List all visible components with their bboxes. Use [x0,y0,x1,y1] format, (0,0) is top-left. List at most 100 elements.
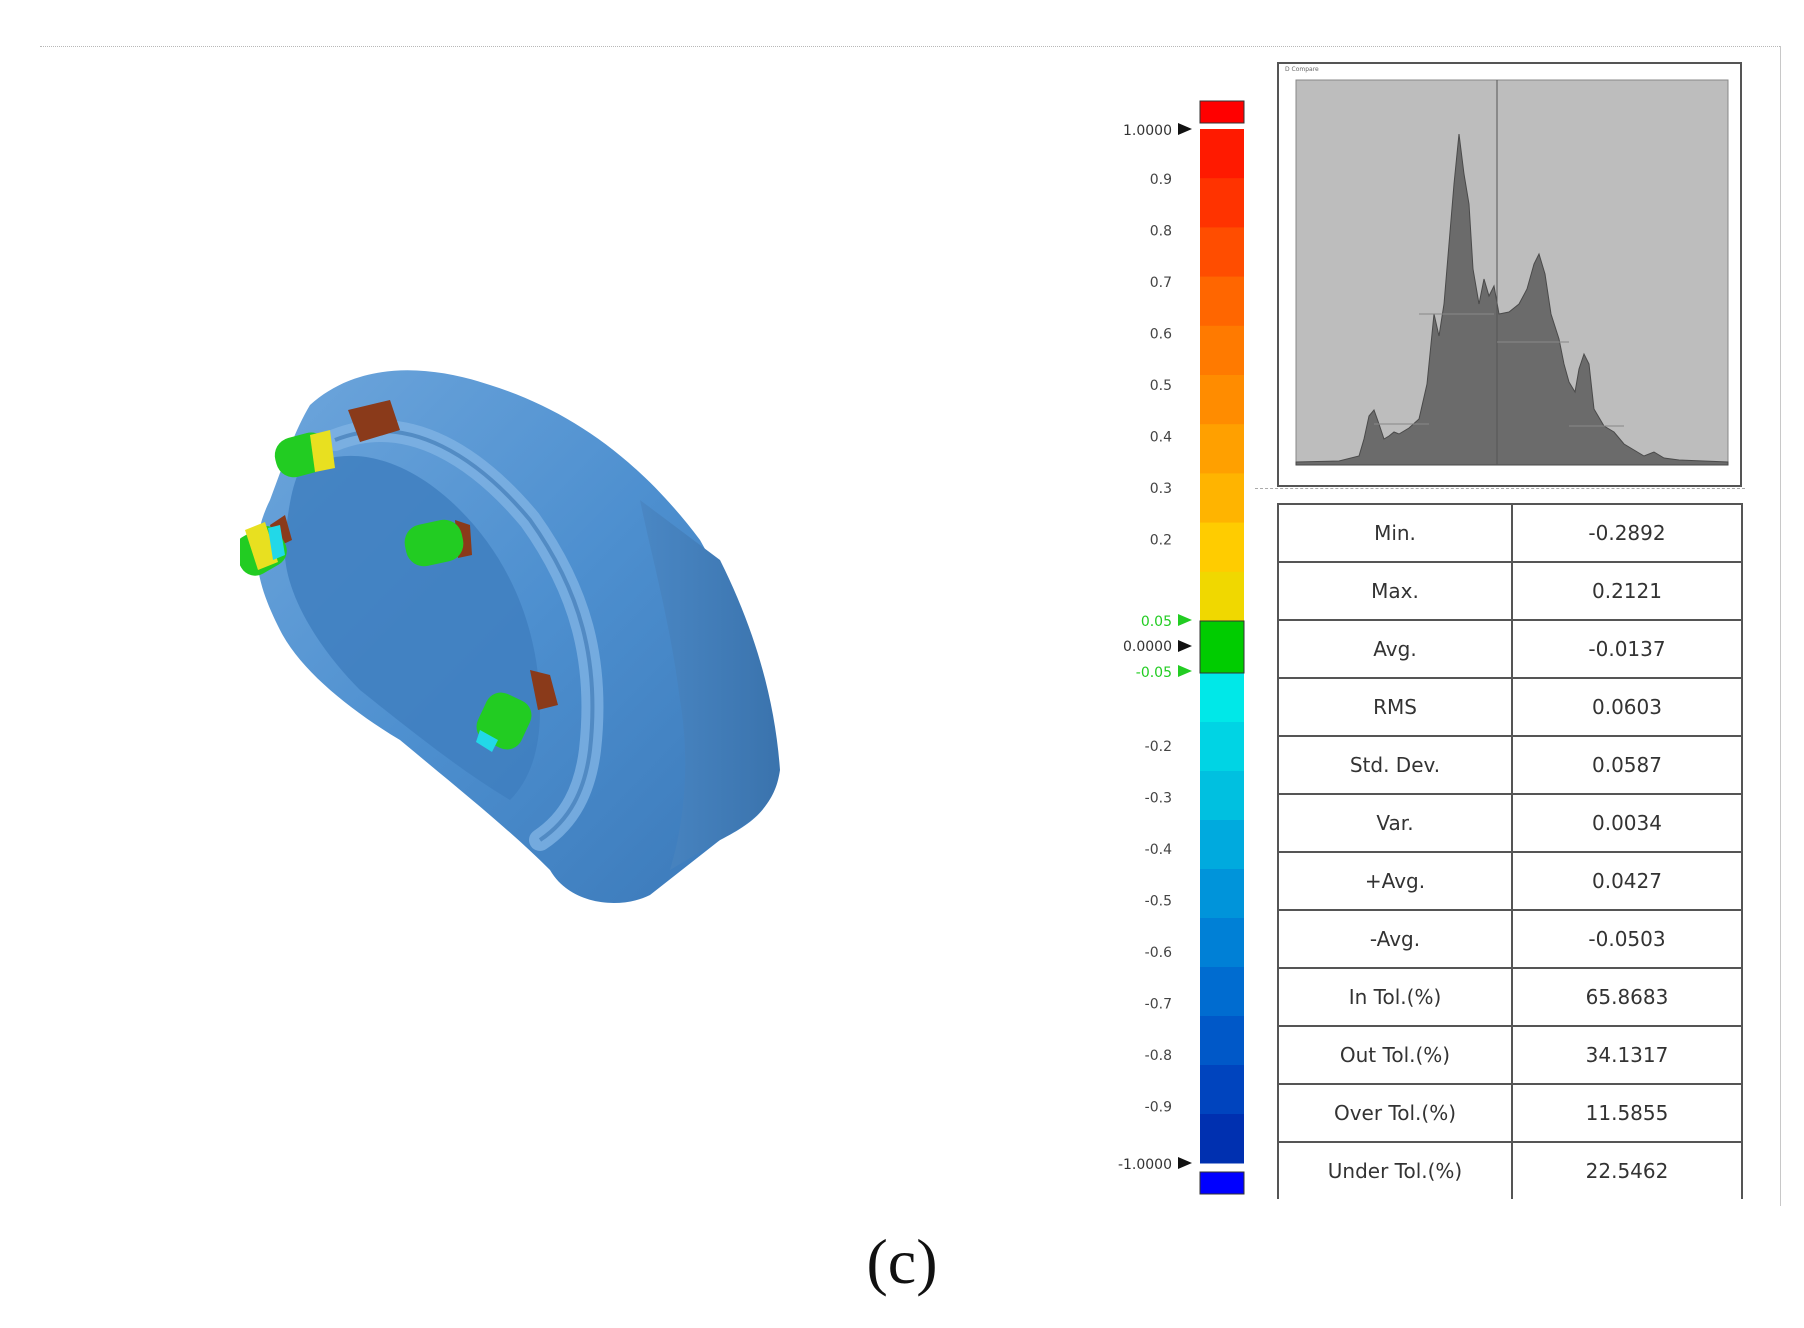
bottom-marker-icon [1178,1157,1192,1169]
scale-tick-label: 0.3 [1150,481,1172,497]
stat-label: Avg. [1277,619,1513,679]
scale-tick-label: -0.5 [1145,894,1172,910]
scale-tick-label: 0.2 [1150,533,1172,549]
scale-band [1200,722,1244,772]
under-tolerance-swatch [1199,1171,1245,1195]
right-divider [1780,46,1781,1206]
scale-band [1200,918,1244,968]
stats-row: Over Tol.(%) 11.5855 [1277,1083,1743,1143]
tol-plus-marker-icon [1178,614,1192,626]
scale-tol-minus-label: -0.05 [1136,665,1172,681]
stat-label: Max. [1277,561,1513,621]
stats-row: Min. -0.2892 [1277,503,1743,563]
scale-band [1200,1016,1244,1066]
scale-tick-label: -0.6 [1145,945,1172,961]
stat-label: Over Tol.(%) [1277,1083,1513,1143]
scale-band [1200,276,1244,327]
scale-band [1200,325,1244,376]
stats-row: In Tol.(%) 65.8683 [1277,967,1743,1027]
tol-minus-marker-icon [1178,665,1192,677]
scale-bottom-label: -1.0000 [1118,1157,1172,1173]
scale-tick-label: -0.9 [1145,1100,1172,1116]
scale-tick-label: 0.5 [1150,378,1172,394]
scale-band [1200,178,1244,228]
stat-value: 0.2121 [1511,561,1743,621]
deviation-histogram: D Compare [1277,62,1742,487]
implant-analog-4[interactable] [471,670,558,755]
stat-label: In Tol.(%) [1277,967,1513,1027]
stat-label: Under Tol.(%) [1277,1141,1513,1199]
stats-row: Out Tol.(%) 34.1317 [1277,1025,1743,1085]
scale-band [1200,227,1244,278]
histogram-title: D Compare [1285,66,1319,73]
stats-row: -Avg. -0.0503 [1277,909,1743,969]
zero-marker-icon [1178,640,1192,652]
cast-palate [284,455,540,800]
scale-tick-label: 0.8 [1150,224,1172,240]
stat-value: 22.5462 [1511,1141,1743,1199]
scale-tick-label: -0.3 [1145,791,1172,807]
top-divider [40,46,1780,47]
scale-band [1200,522,1244,573]
deviation-color-scale: 1.0000 0.05 0.0000 -0.05 -1.0000 0.9 0.8 0… [1100,95,1270,1205]
scale-band [1200,129,1244,179]
stat-label: RMS [1277,677,1513,737]
scale-band [1200,1114,1244,1164]
scale-band [1200,673,1244,723]
stat-label: +Avg. [1277,851,1513,911]
scale-band [1200,771,1244,821]
stat-value: 0.0427 [1511,851,1743,911]
scale-tick-label: 0.9 [1150,172,1172,188]
scale-tick-label: -0.8 [1145,1048,1172,1064]
scale-tick-label: -0.2 [1145,739,1172,755]
scale-band [1200,424,1244,474]
scale-tick-label: 0.6 [1150,327,1172,343]
stat-value: -0.0503 [1511,909,1743,969]
stat-label: -Avg. [1277,909,1513,969]
scale-band [1200,571,1244,622]
histogram-shape [1295,133,1729,466]
scale-band [1200,375,1244,425]
stats-row: Under Tol.(%) 22.5462 [1277,1141,1743,1199]
scale-band [1200,869,1244,919]
scale-tick-label: 0.7 [1150,275,1172,291]
implant-analog-2[interactable] [234,515,293,582]
stat-value: 0.0587 [1511,735,1743,795]
stats-row: Avg. -0.0137 [1277,619,1743,679]
stat-value: 0.0034 [1511,793,1743,853]
scale-tol-plus-label: 0.05 [1141,614,1172,630]
stats-row: RMS 0.0603 [1277,677,1743,737]
stat-value: 0.0603 [1511,677,1743,737]
scale-zero-label: 0.0000 [1123,639,1172,655]
scale-band [1200,820,1244,870]
top-marker-icon [1178,123,1192,135]
scale-tick-label: -0.4 [1145,842,1172,858]
scale-top-label: 1.0000 [1123,123,1172,139]
stat-value: 65.8683 [1511,967,1743,1027]
panel-separator [1255,488,1745,489]
stat-value: -0.0137 [1511,619,1743,679]
over-tolerance-swatch [1199,100,1245,124]
figure-caption: (c) [866,1226,938,1297]
in-tolerance-swatch [1199,620,1245,674]
stat-label: Out Tol.(%) [1277,1025,1513,1085]
stat-value: -0.2892 [1511,503,1743,563]
statistics-table: Min. -0.2892 Max. 0.2121 Avg. -0.0137 RMS 0.060… [1277,503,1743,1199]
implant-analog-3[interactable] [401,516,472,569]
stats-row: +Avg. 0.0427 [1277,851,1743,911]
stats-row: Var. 0.0034 [1277,793,1743,853]
stat-label: Std. Dev. [1277,735,1513,795]
stat-label: Var. [1277,793,1513,853]
scale-tick-label: 0.4 [1150,430,1172,446]
scale-band [1200,967,1244,1017]
stat-label: Min. [1277,503,1513,563]
scale-band [1200,473,1244,524]
cast-side-wall [640,500,780,870]
dental-cast-model [234,370,780,903]
scale-band [1200,1065,1244,1115]
stat-value: 11.5855 [1511,1083,1743,1143]
stats-row: Max. 0.2121 [1277,561,1743,621]
3d-model-viewport[interactable] [234,350,880,1010]
stats-row: Std. Dev. 0.0587 [1277,735,1743,795]
implant-analog-1[interactable] [271,400,400,481]
